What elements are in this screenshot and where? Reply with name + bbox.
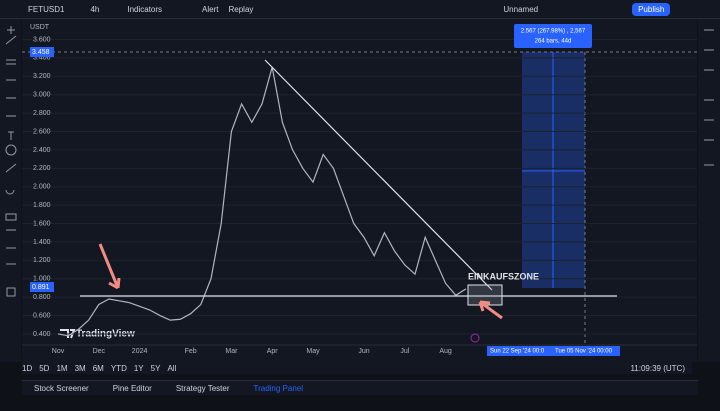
- y-tick-label: 2.000: [33, 184, 51, 191]
- last-price-label: 0.891: [32, 284, 50, 291]
- trend-line: [264, 59, 493, 291]
- panel-tab[interactable]: Pine Editor: [112, 383, 152, 393]
- chart: TradingView USDT 0.4000.6000.8001.0001.2…: [0, 19, 720, 362]
- timeframe-button[interactable]: 1M: [56, 363, 68, 373]
- layout-name[interactable]: Unnamed: [503, 4, 539, 14]
- left-toolbar: [0, 19, 21, 362]
- arrow-right: [478, 300, 503, 320]
- timeframe-button[interactable]: 5D: [39, 363, 50, 373]
- x-tick-label: Jun: [358, 348, 369, 355]
- y-tick-label: 1.600: [33, 220, 51, 227]
- y-tick-label: 0.400: [33, 331, 51, 338]
- date-end: Tue 05 Nov '24 00:00: [555, 349, 613, 355]
- panel-tab[interactable]: Trading Panel: [253, 383, 304, 393]
- timeframe-button[interactable]: 6M: [92, 363, 104, 373]
- x-tick-label: 2024: [132, 348, 148, 355]
- chart-bg: [22, 19, 697, 362]
- measure-box: [514, 24, 592, 48]
- arrow-left: [98, 243, 121, 290]
- y-tick-label: 2.600: [33, 128, 51, 135]
- clock: 11:09:39 (UTC): [630, 363, 685, 373]
- timeframe-button[interactable]: YTD: [110, 363, 127, 373]
- x-tick-label: Feb: [185, 348, 197, 355]
- high-price-label: 3.458: [32, 49, 50, 56]
- y-tick-label: 3.200: [33, 73, 51, 80]
- x-tick-label: Jul: [400, 348, 409, 355]
- buy-zone-label: EINKAUFSZONE: [468, 271, 539, 281]
- x-tick-label: Nov: [52, 348, 65, 355]
- y-tick-label: 3.000: [33, 92, 51, 99]
- timeframe-button[interactable]: 5Y: [150, 363, 161, 373]
- x-tick-label: Mar: [225, 348, 238, 355]
- timeframe-button[interactable]: 1Y: [133, 363, 144, 373]
- currency-label: USDT: [30, 24, 50, 31]
- timeframe-button[interactable]: All: [167, 363, 177, 373]
- measure-text: 2.567 (267.98%) , 2,567: [521, 29, 586, 35]
- timeframe-button[interactable]: 1D: [22, 363, 33, 373]
- price-line: [57, 66, 467, 337]
- date-start: Sun 22 Sep '24 00:0: [490, 349, 545, 355]
- x-tick-label: Dec: [93, 348, 106, 355]
- publish-button[interactable]: Publish: [632, 2, 671, 16]
- y-tick-label: 1.400: [33, 239, 51, 246]
- symbol[interactable]: FETUSD1: [28, 4, 65, 14]
- bottom-panel-tabs: Stock Screener Pine Editor Strategy Tester…: [22, 380, 698, 395]
- x-tick-label: May: [306, 348, 320, 355]
- x-tick-label: Aug: [439, 348, 452, 355]
- y-tick-label: 2.200: [33, 165, 51, 172]
- panel-tab[interactable]: Stock Screener: [34, 383, 89, 393]
- timeframe-button[interactable]: 3M: [74, 363, 86, 373]
- last-price-box: [30, 282, 54, 292]
- event-icon[interactable]: [470, 333, 480, 343]
- x-tick-label: Apr: [267, 348, 279, 355]
- interval[interactable]: 4h: [90, 4, 100, 14]
- tool-icons: [5, 26, 714, 297]
- y-tick-label: 3.400: [33, 55, 51, 62]
- alert[interactable]: Alert: [202, 4, 219, 14]
- high-price-box: [30, 47, 54, 57]
- y-tick-label: 0.800: [33, 294, 51, 301]
- y-tick-label: 1.000: [33, 276, 51, 283]
- y-tick-label: 1.800: [33, 202, 51, 209]
- timeframe-bar: 1D 5D 1M 3M 6M YTD 1Y 5Y All 11:09:39 (UTC): [22, 362, 692, 374]
- indicators[interactable]: Indicators: [127, 4, 163, 14]
- panel-tab[interactable]: Strategy Tester: [175, 383, 230, 393]
- right-toolbar: [698, 19, 720, 362]
- top-toolbar: FETUSD1 4h Indicators Alert Replay Unnam…: [0, 0, 720, 19]
- measure-text: 264 bars, 44d: [535, 39, 572, 45]
- date-range-box: [487, 346, 620, 356]
- y-tick-label: 2.800: [33, 110, 51, 117]
- y-tick-label: 0.600: [33, 312, 51, 319]
- replay[interactable]: Replay: [228, 4, 254, 14]
- y-tick-label: 1.200: [33, 257, 51, 264]
- y-tick-label: 2.400: [33, 147, 51, 154]
- y-tick-label: 3.600: [33, 36, 51, 43]
